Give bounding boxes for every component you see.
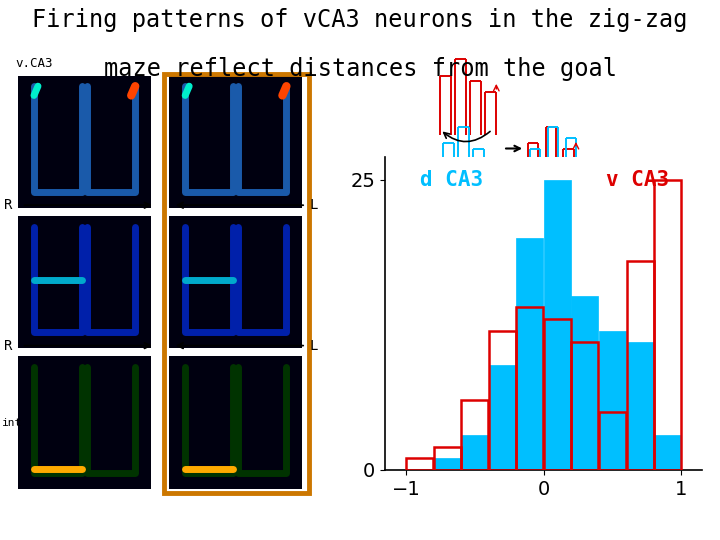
- Text: maze reflect distances from the goal: maze reflect distances from the goal: [104, 57, 616, 80]
- Bar: [544, 319, 571, 470]
- Bar: [516, 307, 544, 470]
- Bar: [433, 458, 461, 470]
- Text: int: int: [2, 417, 22, 428]
- Bar: [433, 447, 461, 470]
- Text: L: L: [310, 339, 318, 353]
- Bar: [626, 342, 654, 470]
- Text: d CA3: d CA3: [420, 170, 482, 190]
- Bar: [462, 435, 488, 470]
- Bar: [516, 238, 544, 470]
- Bar: [654, 180, 681, 470]
- Bar: [654, 435, 681, 470]
- Text: L: L: [310, 198, 318, 212]
- Bar: [599, 330, 626, 470]
- Bar: [544, 180, 571, 470]
- Text: R: R: [4, 198, 12, 212]
- Bar: [489, 366, 516, 470]
- Text: R coeff: R coeff: [546, 207, 583, 217]
- Bar: [626, 261, 654, 470]
- Text: v CA3: v CA3: [606, 170, 669, 190]
- Bar: [406, 458, 433, 470]
- Text: v.CA3: v.CA3: [15, 57, 53, 70]
- Bar: [462, 400, 488, 470]
- Text: Firing patterns of vCA3 neurons in the zig-zag: Firing patterns of vCA3 neurons in the z…: [32, 8, 688, 32]
- Bar: [489, 330, 516, 470]
- Bar: [572, 296, 598, 470]
- Bar: [599, 412, 626, 470]
- Text: R: R: [4, 339, 12, 353]
- Bar: [572, 342, 598, 470]
